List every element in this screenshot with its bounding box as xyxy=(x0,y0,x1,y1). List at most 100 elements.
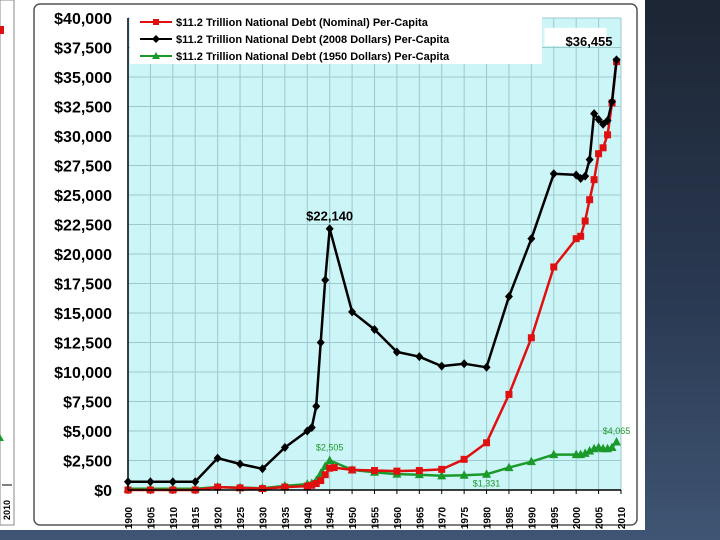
fragment-red-marker xyxy=(0,26,4,34)
data-point-diamond xyxy=(415,352,424,362)
x-tick-label: 1920 xyxy=(214,506,225,529)
data-point-square xyxy=(321,471,329,479)
data-point-square xyxy=(214,483,222,491)
fragment-frame xyxy=(0,0,15,526)
fragment-axis-label: 2010 xyxy=(2,500,12,520)
data-point-triangle xyxy=(504,462,514,472)
y-tick-label: $17,500 xyxy=(54,277,112,294)
y-tick-label: $20,000 xyxy=(54,247,112,264)
data-point-diamond xyxy=(549,169,558,179)
x-tick-label: 1900 xyxy=(124,506,135,529)
national-debt-chart: 2010 $0$2,500$5,000$7,500$10,000$12,500$… xyxy=(0,0,638,529)
y-tick-label: $10,000 xyxy=(54,365,112,382)
data-point-diamond xyxy=(585,155,594,165)
x-tick-label: 1980 xyxy=(483,506,494,529)
data-point-diamond xyxy=(168,477,177,487)
data-point-diamond xyxy=(581,171,590,181)
data-point-square xyxy=(415,467,423,475)
data-point-square xyxy=(330,464,338,472)
x-tick-label: 1910 xyxy=(169,506,180,529)
data-point-diamond xyxy=(460,359,469,369)
previous-slide-fragment: 2010 xyxy=(0,0,15,526)
y-tick-label: $22,500 xyxy=(54,218,112,235)
data-point-diamond xyxy=(482,362,491,372)
data-point-square xyxy=(348,466,356,474)
data-point-square xyxy=(590,176,598,184)
data-point-triangle xyxy=(607,442,617,452)
y-axis-tick-labels: $0 $2,500 $5,000 $7,500 $10,000 $12,500 $15,00… xyxy=(54,11,112,500)
x-tick-label: 1970 xyxy=(438,506,449,529)
data-point-triangle xyxy=(549,449,559,459)
data-point-square xyxy=(595,150,603,158)
data-point-square xyxy=(505,390,513,398)
y-tick-label: $35,000 xyxy=(54,70,112,87)
x-tick-label: 2005 xyxy=(595,506,606,529)
data-point-diamond xyxy=(608,97,617,107)
series-line xyxy=(128,59,618,483)
x-tick-label: 1960 xyxy=(393,506,404,529)
annotation-label: $36,455 xyxy=(566,34,613,49)
data-point-square xyxy=(281,483,289,491)
data-point-triangle xyxy=(325,455,335,464)
data-point-diamond xyxy=(280,443,289,453)
data-point-triangle xyxy=(437,470,447,480)
x-tick-label: 1945 xyxy=(326,506,337,529)
data-point-diamond xyxy=(236,459,245,469)
annotation-box xyxy=(544,27,607,46)
x-tick-label: 1940 xyxy=(303,506,314,529)
data-point-square xyxy=(308,481,316,489)
data-point-square xyxy=(581,217,589,225)
data-point-square xyxy=(236,484,244,492)
x-tick-label: 1965 xyxy=(415,506,426,529)
data-point-square xyxy=(586,196,594,204)
x-tick-label: 1935 xyxy=(281,506,292,529)
series-diamond xyxy=(124,55,621,487)
data-point-square xyxy=(599,144,607,152)
data-point-square xyxy=(460,455,468,463)
legend-entry-label: $11.2 Trillion National Debt (2008 Dolla… xyxy=(176,34,450,46)
annotation-label: $1,331 xyxy=(473,478,501,488)
annotations: $36,455 $22,140 $2,505 $1,331 $4,065 xyxy=(306,27,631,488)
x-tick-label: 1955 xyxy=(371,506,382,529)
legend-marker-square xyxy=(153,19,159,25)
data-point-square xyxy=(572,235,580,243)
data-point-diamond xyxy=(527,234,536,244)
data-point-diamond xyxy=(348,307,357,317)
data-point-triangle xyxy=(580,448,590,457)
data-point-triangle xyxy=(482,469,492,478)
data-point-diamond xyxy=(392,347,401,357)
y-tick-label: $2,500 xyxy=(63,454,112,471)
legend-entry-label: $11.2 Trillion National Debt (Nominal) P… xyxy=(176,17,429,29)
data-point-diamond xyxy=(312,401,321,411)
data-point-square xyxy=(527,334,535,342)
x-tick-label: 1990 xyxy=(527,506,538,529)
y-tick-label: $27,500 xyxy=(54,159,112,176)
data-point-diamond xyxy=(321,275,330,285)
data-point-diamond xyxy=(213,453,222,463)
annotation-label: $4,065 xyxy=(603,426,631,436)
data-point-diamond xyxy=(590,109,599,119)
y-tick-label: $25,000 xyxy=(54,188,112,205)
data-point-square xyxy=(258,485,266,493)
y-tick-label: $5,000 xyxy=(63,424,112,441)
data-point-diamond xyxy=(258,464,267,474)
data-point-square xyxy=(326,464,334,472)
data-point-square xyxy=(604,131,612,139)
data-point-diamond xyxy=(603,116,612,126)
data-point-triangle xyxy=(459,470,469,479)
data-point-diamond xyxy=(612,55,621,65)
legend-marker-diamond xyxy=(152,35,160,43)
legend-marker-triangle xyxy=(152,52,160,59)
series-lines xyxy=(123,55,622,494)
x-tick-label: 1915 xyxy=(191,506,202,529)
data-point-square xyxy=(393,467,401,475)
x-axis-tick-labels: 1900 1905 1910 1915 1920 1925 1930 1935 1940 1945… xyxy=(124,506,628,529)
x-tick-label: 2010 xyxy=(617,506,628,529)
data-point-square xyxy=(483,439,491,447)
data-point-triangle xyxy=(526,456,536,466)
legend-entry-label: $11.2 Trillion National Debt (1950 Dolla… xyxy=(176,51,450,63)
x-tick-label: 1975 xyxy=(460,506,471,529)
y-tick-label: $7,500 xyxy=(63,395,112,412)
data-point-square xyxy=(550,263,558,271)
x-tick-label: 1925 xyxy=(236,506,247,529)
